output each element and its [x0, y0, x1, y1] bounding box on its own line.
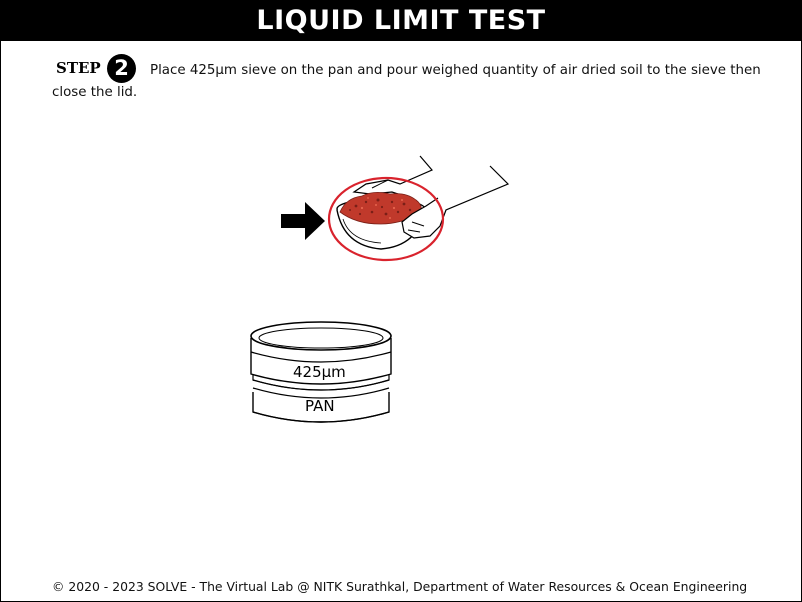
- step-label: STEP: [56, 59, 101, 77]
- highlight-circle: [327, 176, 445, 262]
- soil-bowl-with-hands: [336, 155, 510, 250]
- sieve-label: 425µm: [293, 363, 346, 381]
- step-text-line2: close the lid.: [52, 85, 138, 100]
- sieve-pan-stack: [250, 321, 392, 423]
- soil-pile: [339, 192, 422, 225]
- step-number-badge: 2: [107, 54, 136, 83]
- pan-label: PAN: [305, 397, 335, 415]
- footer-copyright: © 2020 - 2023 SOLVE - The Virtual Lab @ …: [52, 579, 748, 594]
- page-title: LIQUID LIMIT TEST: [0, 0, 802, 41]
- arrow-right-icon: [281, 202, 325, 240]
- step-text-line1: Place 425µm sieve on the pan and pour we…: [150, 63, 761, 78]
